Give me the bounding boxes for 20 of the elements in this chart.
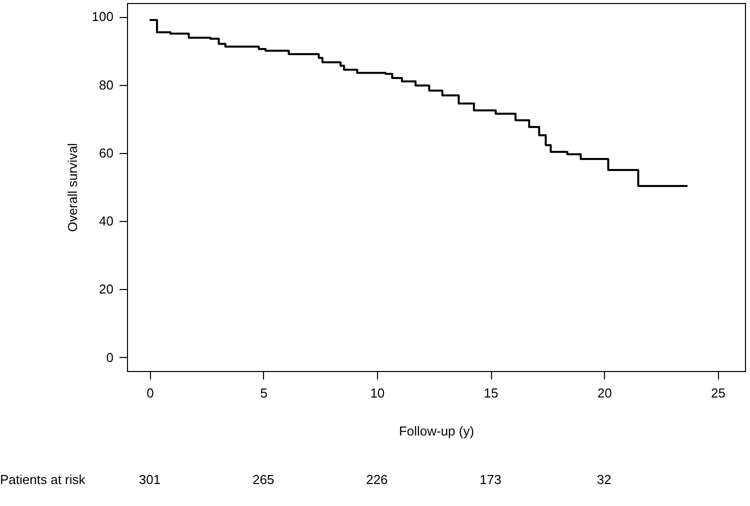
y-tick-label: 100 [92, 9, 114, 24]
y-axis-title: Overall survival [64, 142, 80, 232]
x-tick-label: 20 [597, 386, 612, 400]
x-tick-label: 5 [260, 386, 268, 400]
x-tick-label: 25 [711, 386, 726, 400]
y-tick-label: 20 [99, 282, 114, 297]
x-tick-label: 15 [484, 386, 498, 400]
text: Patients at risk [0, 472, 86, 487]
text: 173 [480, 472, 502, 487]
x-tick-label: 10 [370, 386, 385, 400]
text: 301 [138, 472, 161, 487]
y-tick-label: 0 [106, 350, 114, 365]
y-tick-label: 40 [99, 214, 114, 229]
x-axis-title: Follow-up (y) [398, 424, 474, 438]
x-tick-label: 0 [146, 386, 154, 400]
text: 226 [366, 472, 388, 487]
text: 265 [252, 472, 274, 487]
y-tick-label: 60 [99, 145, 114, 160]
y-tick-label: 80 [99, 77, 114, 92]
text: 32 [596, 472, 612, 487]
